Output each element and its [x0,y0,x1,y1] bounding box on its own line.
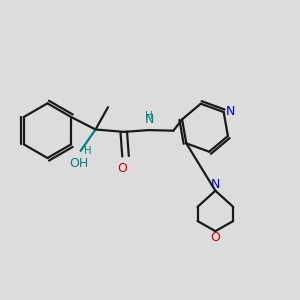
Text: H: H [145,111,153,121]
Text: O: O [211,231,220,244]
Text: O: O [118,162,128,175]
Text: H: H [84,146,92,156]
Text: N: N [226,105,235,118]
Text: N: N [144,113,154,126]
Text: N: N [211,178,220,191]
Text: OH: OH [70,157,89,170]
